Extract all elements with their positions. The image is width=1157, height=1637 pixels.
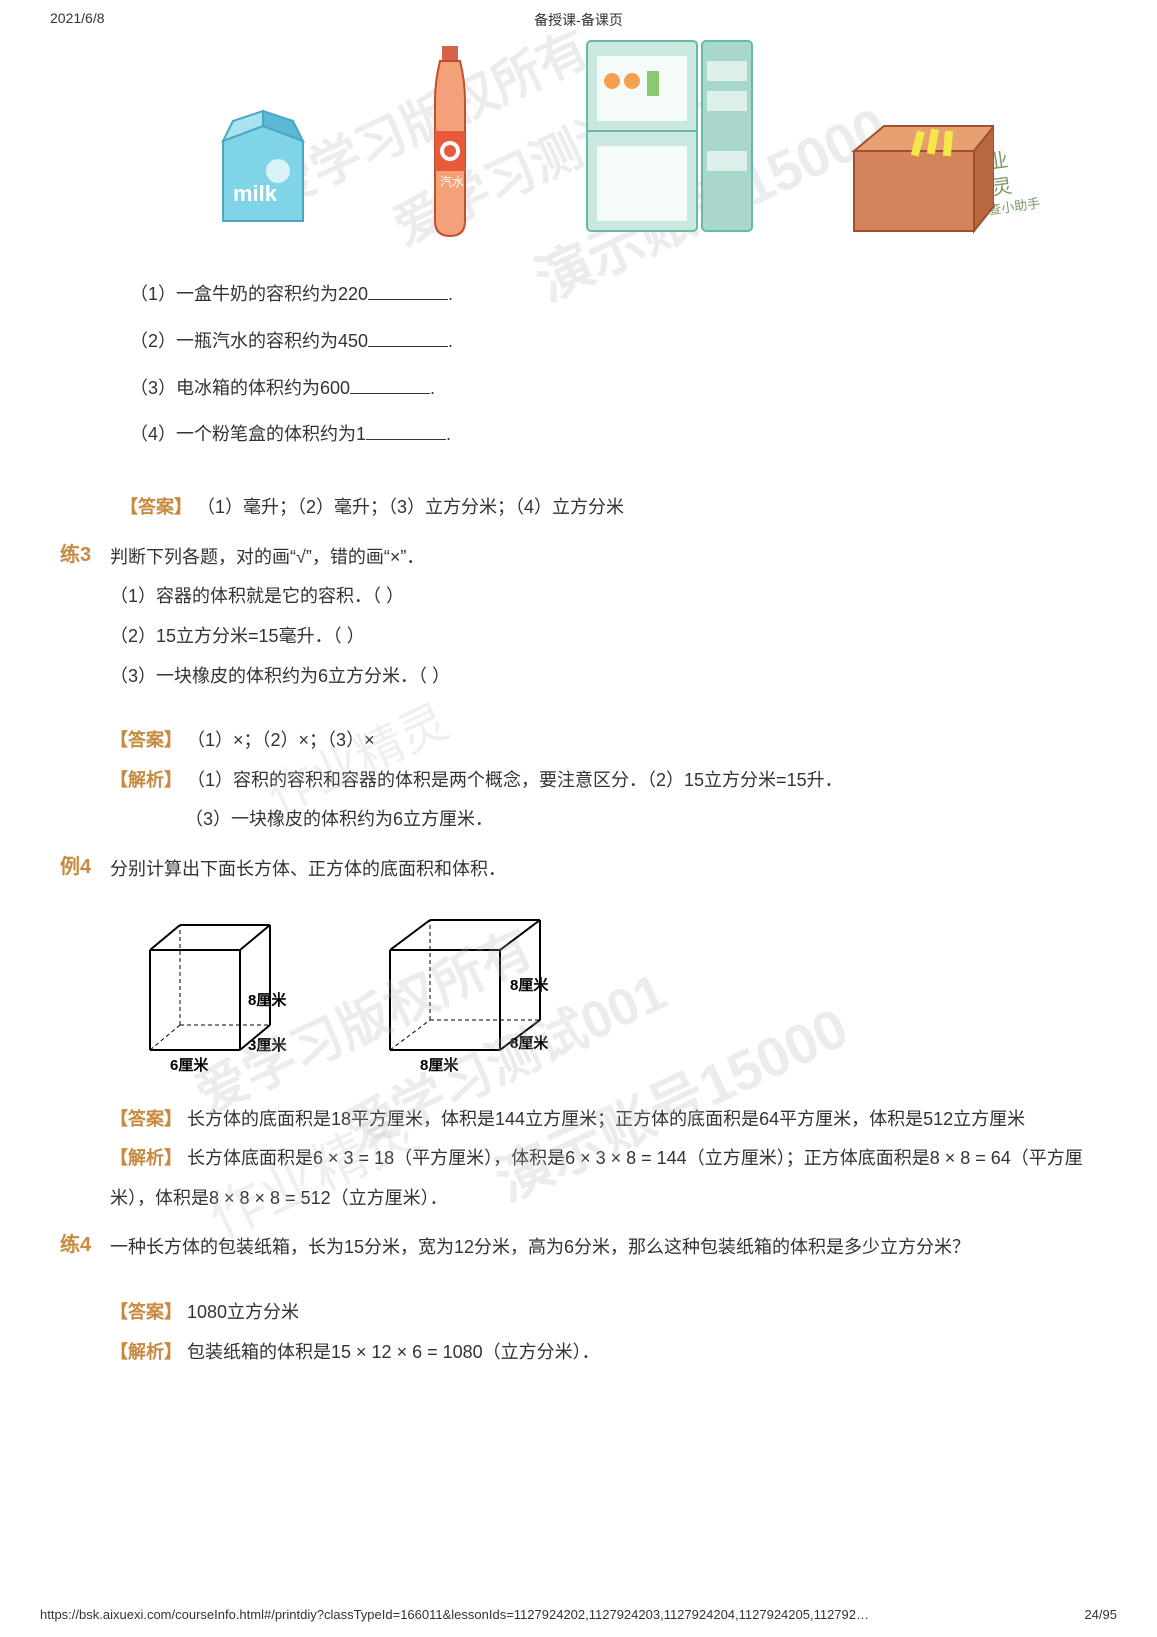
lian3-ans-label: 【答案】: [110, 730, 182, 750]
lian4-intro: 一种长方体的包装纸箱，长为15分米，宽为12分米，高为6分米，那么这种包装纸箱的…: [110, 1228, 1097, 1268]
page-footer: https://bsk.aixuexi.com/courseInfo.html#…: [0, 1607, 1157, 1622]
svg-text:8厘米: 8厘米: [510, 976, 549, 994]
lian4-jiexi: 包装纸箱的体积是15 × 12 × 6 = 1080（立方分米）．: [187, 1342, 600, 1362]
footer-page: 24/95: [1084, 1607, 1117, 1622]
cube-diagram: 8厘米 8厘米 8厘米: [370, 910, 590, 1080]
q3: （3）电冰箱的体积约为600.: [130, 365, 1097, 412]
answer-text: （1）毫升；（2）毫升；（3）立方分米；（4）立方分米: [197, 497, 624, 517]
q4: （4）一个粉笔盒的体积约为1.: [130, 411, 1097, 458]
li4-ans-label: 【答案】: [110, 1109, 182, 1129]
lian3-intro: 判断下列各题，对的画“√”，错的画“×”．: [110, 538, 1097, 578]
li4-ans: 长方体的底面积是18平方厘米，体积是144立方厘米；正方体的底面积是64平方厘米…: [187, 1109, 1025, 1129]
svg-text:8厘米: 8厘米: [248, 991, 287, 1009]
soda-bottle-icon: 汽水: [410, 41, 490, 241]
q1: （1）一盒牛奶的容积约为220.: [130, 271, 1097, 318]
lian4-jiexi-label: 【解析】: [110, 1342, 182, 1362]
li4: 例4 分别计算出下面长方体、正方体的底面积和体积．: [60, 850, 1097, 1218]
li4-intro: 分别计算出下面长方体、正方体的底面积和体积．: [110, 850, 1097, 890]
illustrations-row: milk 汽水: [160, 41, 1037, 241]
content: milk 汽水: [0, 41, 1157, 1372]
li4-label: 例4: [60, 850, 110, 879]
lian3-jiexi-label: 【解析】: [110, 770, 182, 790]
answer1: 【答案】 （1）毫升；（2）毫升；（3）立方分米；（4）立方分米: [120, 488, 1097, 528]
diagrams: 8厘米 3厘米 6厘米: [130, 910, 1097, 1080]
lian3-ans: （1）×；（2）×；（3）×: [187, 730, 375, 750]
svg-text:3厘米: 3厘米: [248, 1036, 287, 1054]
li4-jiexi: 长方体底面积是6 × 3 = 18（平方厘米），体积是6 × 3 × 8 = 1…: [110, 1148, 1083, 1208]
cuboid-diagram: 8厘米 3厘米 6厘米: [130, 910, 310, 1080]
lian3-jiexi1: （1）容积的容积和容器的体积是两个概念，要注意区分．（2）15立方分米=15升．: [187, 770, 843, 790]
li4-jiexi-label: 【解析】: [110, 1148, 182, 1168]
chalk-box-icon: [844, 111, 994, 241]
fridge-icon: [577, 31, 757, 241]
header-title: 备授课-备课页: [534, 10, 623, 30]
answer-label: 【答案】: [120, 497, 192, 517]
svg-text:milk: milk: [233, 181, 278, 206]
svg-text:6厘米: 6厘米: [170, 1056, 209, 1074]
lian3-label: 练3: [60, 538, 110, 567]
svg-text:8厘米: 8厘米: [420, 1056, 459, 1074]
lian3-q3: （3）一块橡皮的体积约为6立方分米．（ ）: [110, 657, 1097, 697]
svg-text:8厘米: 8厘米: [510, 1034, 549, 1052]
page-header: 2021/6/8 备授课-备课页: [0, 0, 1157, 31]
lian4-ans-label: 【答案】: [110, 1302, 182, 1322]
lian4-label: 练4: [60, 1228, 110, 1257]
svg-text:汽水: 汽水: [440, 174, 464, 189]
lian3-q2: （2）15立方分米=15毫升．（ ）: [110, 617, 1097, 657]
header-date: 2021/6/8: [50, 10, 105, 26]
milk-carton-icon: milk: [203, 101, 323, 241]
lian3-jiexi2: （3）一块橡皮的体积约为6立方厘米．: [110, 800, 1097, 840]
lian4: 练4 一种长方体的包装纸箱，长为15分米，宽为12分米，高为6分米，那么这种包装…: [60, 1228, 1097, 1372]
lian3: 练3 判断下列各题，对的画“√”，错的画“×”． （1）容器的体积就是它的容积．…: [60, 538, 1097, 840]
lian4-ans: 1080立方分米: [187, 1302, 299, 1322]
footer-url: https://bsk.aixuexi.com/courseInfo.html#…: [40, 1607, 869, 1622]
lian3-q1: （1）容器的体积就是它的容积．（ ）: [110, 577, 1097, 617]
q2: （2）一瓶汽水的容积约为450.: [130, 318, 1097, 365]
fill-blank-questions: （1）一盒牛奶的容积约为220. （2）一瓶汽水的容积约为450. （3）电冰箱…: [130, 271, 1097, 458]
